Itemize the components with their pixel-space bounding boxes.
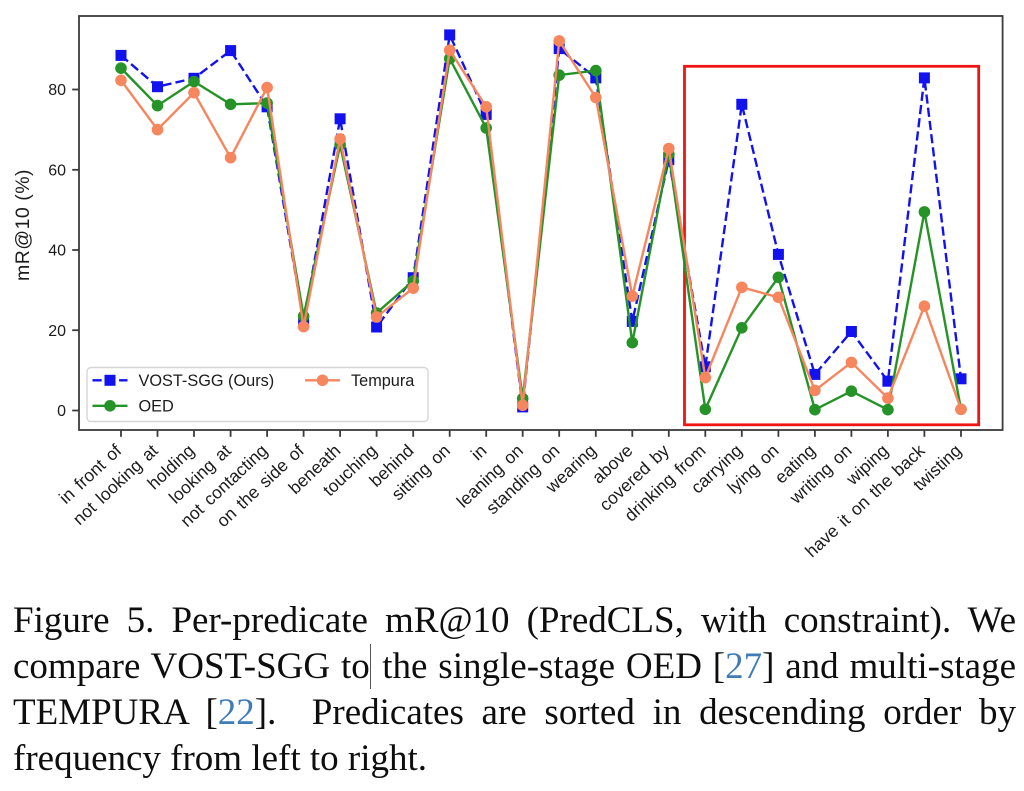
svg-text:VOST-SGG (Ours): VOST-SGG (Ours) xyxy=(139,372,275,390)
svg-text:mR@10 (%): mR@10 (%) xyxy=(12,169,34,281)
svg-text:80: 80 xyxy=(48,82,66,99)
svg-text:Tempura: Tempura xyxy=(351,372,415,390)
svg-text:in: in xyxy=(467,440,491,464)
svg-text:0: 0 xyxy=(57,403,66,420)
svg-text:20: 20 xyxy=(48,323,66,340)
svg-text:40: 40 xyxy=(48,243,66,260)
svg-text:OED: OED xyxy=(139,398,174,416)
svg-text:60: 60 xyxy=(48,162,66,179)
